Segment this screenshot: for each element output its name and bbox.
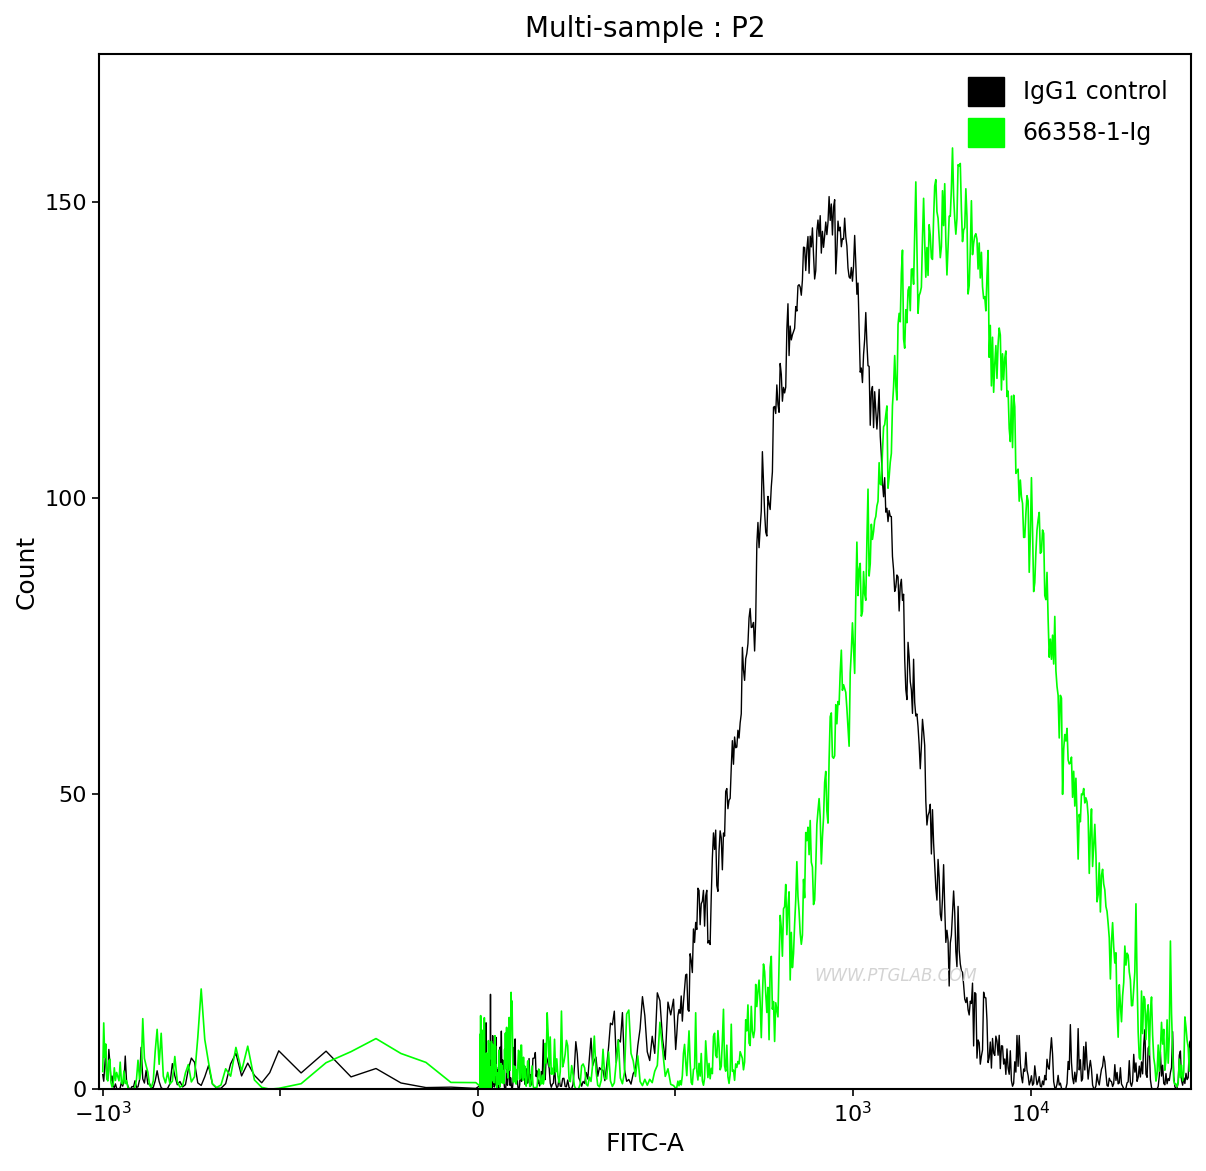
IgG1 control (1201, 1049, 1206, 1063)
IgG1 control (984, 1061, 999, 1075)
66358-1-Ig (480, 1082, 494, 1096)
Y-axis label: Count: Count (14, 534, 39, 609)
66358-1-Ig (946, 141, 960, 155)
IgG1 control (95, 1068, 110, 1082)
IgG1 control (1061, 1054, 1076, 1068)
IgG1 control (1148, 1082, 1163, 1096)
IgG1 control (497, 1077, 511, 1091)
IgG1 control (821, 190, 836, 204)
Legend: IgG1 control, 66358-1-Ig: IgG1 control, 66358-1-Ig (956, 66, 1179, 158)
66358-1-Ig (474, 1059, 488, 1073)
IgG1 control (473, 1081, 487, 1095)
Line: 66358-1-Ig: 66358-1-Ig (103, 148, 1206, 1089)
66358-1-Ig (473, 1040, 487, 1054)
Line: IgG1 control: IgG1 control (103, 197, 1206, 1089)
X-axis label: FITC-A: FITC-A (605, 1132, 685, 1156)
IgG1 control (903, 674, 918, 689)
IgG1 control (474, 1081, 488, 1095)
66358-1-Ig (95, 1064, 110, 1078)
66358-1-Ig (903, 303, 918, 317)
Title: Multi-sample : P2: Multi-sample : P2 (525, 15, 766, 43)
66358-1-Ig (497, 1042, 511, 1056)
66358-1-Ig (1201, 1082, 1206, 1096)
66358-1-Ig (1062, 756, 1077, 771)
Text: WWW.PTGLAB.COM: WWW.PTGLAB.COM (815, 966, 978, 985)
66358-1-Ig (985, 330, 1000, 344)
